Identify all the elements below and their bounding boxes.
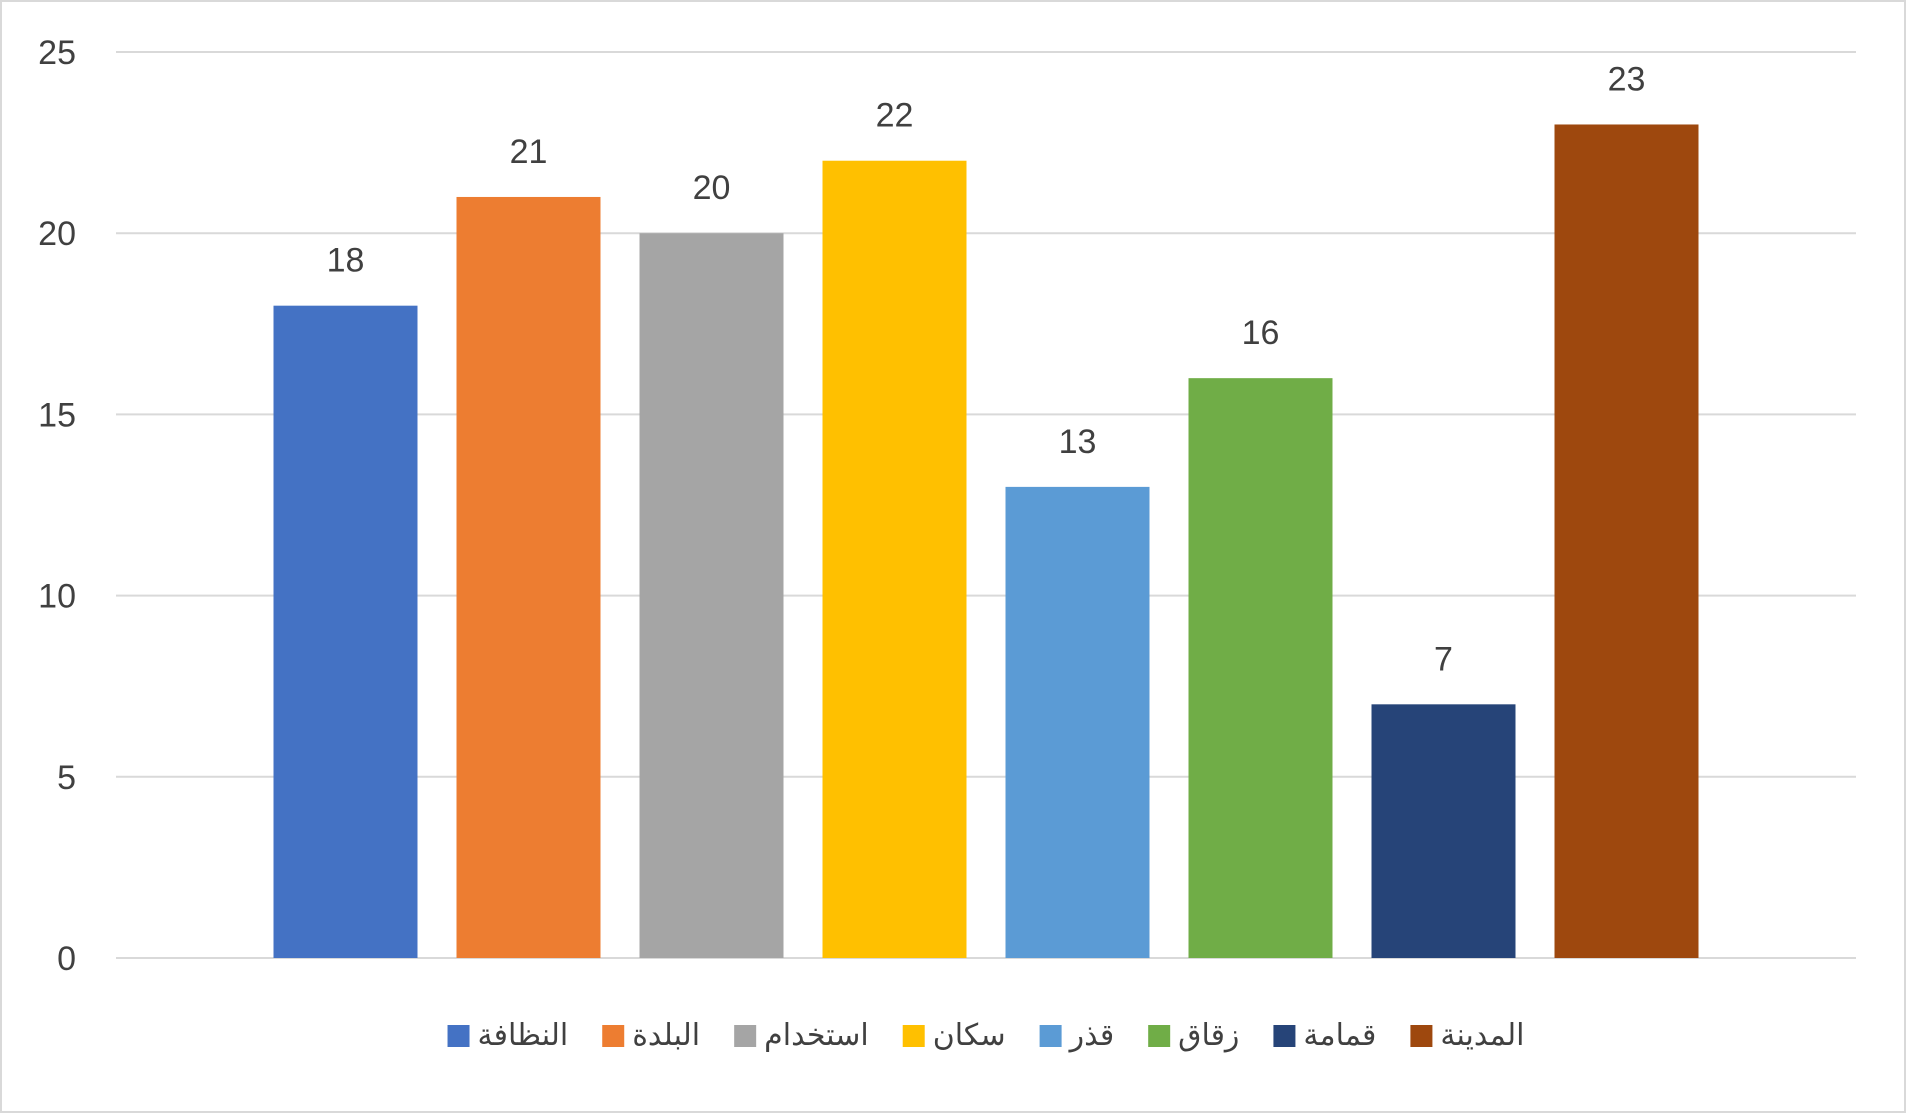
legend-swatch-8	[1410, 1025, 1433, 1047]
legend-label: استخدام	[764, 1018, 869, 1053]
data-label: 20	[693, 169, 731, 207]
data-label: 18	[327, 242, 365, 280]
data-label: 22	[876, 97, 914, 135]
bar-5	[1005, 486, 1150, 958]
legend-swatch-7	[1273, 1025, 1296, 1047]
y-tick-label: 0	[57, 940, 76, 978]
legend-label: قذر	[1068, 1018, 1115, 1053]
data-label: 21	[510, 133, 548, 171]
bars	[273, 124, 1699, 959]
legend-label: النظافة	[478, 1018, 569, 1053]
legend: النظافة البلدة استخدام سكان قذر زقاق قمامة المد…	[447, 1018, 1524, 1053]
legend-swatch-3	[734, 1025, 757, 1047]
y-tick-label: 20	[38, 215, 76, 253]
bar-3	[639, 233, 784, 958]
y-tick-label: 5	[57, 759, 76, 797]
legend-label: المدينة	[1440, 1018, 1524, 1053]
y-axis-ticks: 0 5 10 15 20 25	[38, 34, 76, 978]
legend-swatch-1	[447, 1025, 470, 1047]
data-label: 23	[1608, 60, 1646, 98]
y-tick-label: 15	[38, 396, 76, 434]
bar-1	[273, 305, 418, 958]
legend-swatch-4	[902, 1025, 925, 1047]
legend-label: قمامة	[1303, 1018, 1376, 1053]
bar-6	[1188, 378, 1333, 958]
data-labels: 18 21 20 22 13 16 7 23	[327, 60, 1646, 678]
legend-swatch-6	[1148, 1025, 1171, 1047]
y-tick-label: 25	[38, 34, 76, 72]
bar-4	[822, 160, 967, 959]
data-label: 16	[1242, 314, 1280, 352]
y-tick-label: 10	[38, 578, 76, 616]
legend-label: البلدة	[632, 1018, 700, 1053]
bar-7	[1371, 704, 1516, 958]
legend-label: سكان	[933, 1018, 1006, 1053]
bar-8	[1554, 124, 1699, 959]
data-label: 13	[1059, 423, 1097, 461]
legend-swatch-5	[1039, 1025, 1062, 1047]
data-label: 7	[1434, 640, 1453, 678]
legend-swatch-2	[602, 1025, 625, 1047]
bar-2	[456, 196, 601, 958]
legend-label: زقاق	[1178, 1018, 1239, 1053]
